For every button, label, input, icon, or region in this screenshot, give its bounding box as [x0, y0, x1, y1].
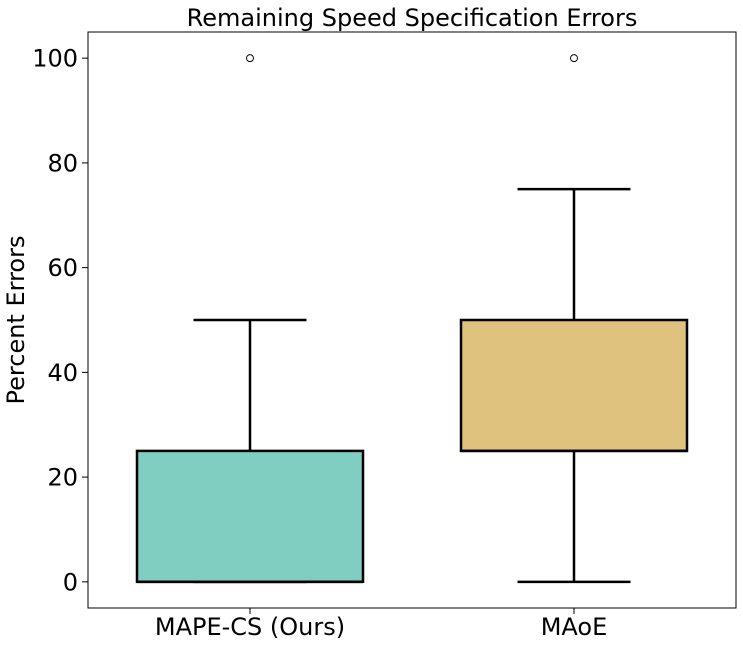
y-tick-label: 0 [63, 568, 78, 596]
chart-title: Remaining Speed Specification Errors [187, 4, 638, 32]
x-tick-label: MAoE [541, 613, 608, 641]
plot-area: 0 20 40 60 80 100 MAPE-CS (Ours) MAoE [32, 45, 689, 641]
x-tick-label: MAPE-CS (Ours) [155, 613, 345, 641]
y-tick-label: 40 [47, 359, 78, 387]
outlier-point [570, 54, 578, 63]
y-tick-label: 20 [47, 464, 78, 492]
outlier-point [246, 54, 254, 63]
y-tick-label: 80 [47, 149, 78, 177]
box-iqr [135, 449, 365, 584]
y-axis-label: Percent Errors [2, 236, 30, 405]
y-tick-label: 60 [47, 254, 78, 282]
y-tick-label: 100 [32, 45, 78, 73]
plot-frame [87, 31, 737, 609]
box-iqr [459, 318, 689, 453]
